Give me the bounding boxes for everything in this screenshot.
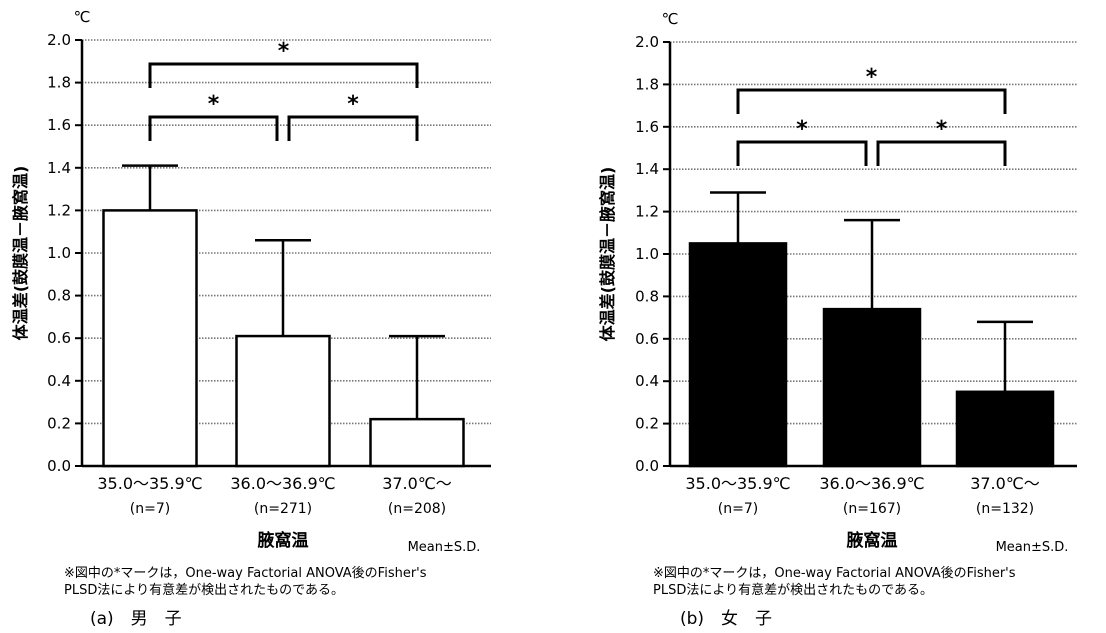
footnote-line-2: PLSD法により有意差が検出されたものである。 (653, 582, 933, 598)
y-tick-label: 2.0 (635, 33, 659, 51)
y-tick-label: 1.0 (635, 245, 659, 263)
significance-star: * (936, 117, 948, 142)
bar (369, 417, 465, 468)
significance-bracket (736, 140, 868, 166)
n-label: (n=271) (254, 501, 312, 517)
y-unit-label: ℃ (662, 10, 679, 28)
panel-caption: (a) 男 子 (90, 609, 182, 629)
n-label: (n=167) (843, 501, 901, 517)
bar (955, 390, 1055, 468)
y-tick-label: 1.6 (635, 118, 659, 136)
x-axis-title: 腋窩温 (258, 530, 309, 551)
y-tick-label: 2.0 (47, 31, 71, 49)
bar (822, 307, 922, 468)
y-tick-label: 1.2 (635, 203, 659, 221)
y-tick-label: 1.8 (635, 75, 659, 93)
panel-male: 0.0 0.2 0.4 0.6 0.8 1.0 1.2 1.4 1.6 1.8 2.0℃ 体温差(鼓膜… (11, 8, 491, 629)
significance-star: * (796, 117, 808, 142)
significance-bracket (736, 88, 1007, 114)
significance-star: * (278, 39, 290, 64)
n-label: (n=7) (130, 501, 170, 517)
n-label: (n=132) (976, 501, 1034, 517)
y-tick-label: 0.8 (635, 287, 659, 305)
y-tick-label: 0.8 (47, 287, 71, 305)
significance-bracket (148, 115, 279, 141)
footnote-line-1: ※図中の*マークは，One-way Factorial ANOVA後のFishe… (653, 566, 1016, 581)
stats-note: Mean±S.D. (996, 540, 1069, 555)
x-category-label: 36.0～36.9℃ (230, 474, 335, 493)
significance-star: * (866, 65, 878, 90)
y-axis-title: 体温差(鼓膜温－腋窩温) (11, 166, 30, 341)
n-label: (n=7) (718, 501, 758, 517)
y-tick-label: 0.2 (635, 415, 659, 433)
significance-bracket (148, 62, 419, 88)
bar (688, 242, 788, 468)
x-category-label: 37.0℃～ (970, 474, 1040, 493)
x-axis-title: 腋窩温 (847, 530, 898, 551)
y-tick-label: 0.0 (47, 457, 71, 475)
footnote-line-1: ※図中の*マークは，One-way Factorial ANOVA後のFishe… (64, 566, 427, 581)
y-tick-label: 1.4 (635, 160, 659, 178)
y-tick-label: 0.2 (47, 414, 71, 432)
n-label: (n=208) (388, 501, 446, 517)
significance-bracket (287, 115, 419, 141)
y-unit-label: ℃ (74, 8, 91, 26)
y-axis-title: 体温差(鼓膜温－腋窩温) (598, 167, 617, 342)
y-tick-label: 0.4 (635, 372, 659, 390)
x-category-label: 37.0℃～ (382, 474, 452, 493)
y-tick-label: 0.6 (635, 330, 659, 348)
significance-star: * (347, 92, 359, 117)
y-tick-label: 1.0 (47, 244, 71, 262)
significance-bracket (876, 140, 1007, 166)
y-tick-label: 1.2 (47, 201, 71, 219)
x-category-label: 36.0～36.9℃ (819, 474, 924, 493)
panel-caption: (b) 女 子 (680, 609, 772, 629)
y-tick-label: 0.0 (635, 457, 659, 475)
footnote-line-2: PLSD法により有意差が検出されたものである。 (64, 582, 344, 598)
y-tick-label: 1.8 (47, 74, 71, 92)
significance-star: * (208, 92, 220, 117)
stats-note: Mean±S.D. (408, 540, 481, 555)
bar (102, 209, 198, 468)
bar (235, 334, 331, 468)
y-tick-label: 1.4 (47, 159, 71, 177)
y-tick-label: 0.6 (47, 329, 71, 347)
x-category-label: 35.0～35.9℃ (97, 474, 202, 493)
y-tick-label: 0.4 (47, 372, 71, 390)
y-tick-label: 1.6 (47, 116, 71, 134)
panel-female: 0.0 0.2 0.4 0.6 0.8 1.0 1.2 1.4 1.6 1.8 2.0℃ 体温差(鼓膜… (598, 10, 1077, 629)
x-category-label: 35.0～35.9℃ (685, 474, 790, 493)
